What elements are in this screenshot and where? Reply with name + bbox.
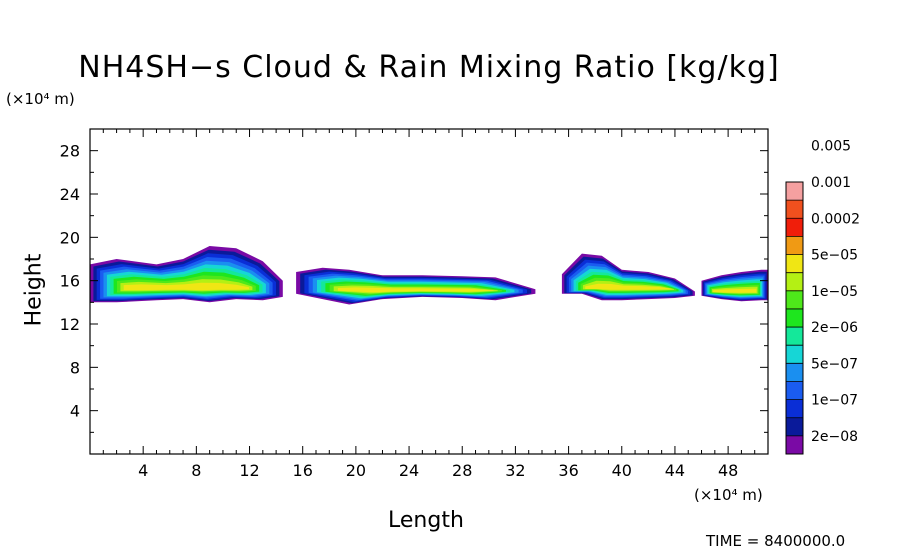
x-unit-label: (×10⁴ m) [694,486,763,504]
x-tick-label: 28 [452,461,472,480]
colorbar-swatch [786,399,803,418]
colorbar-swatch [786,236,803,255]
x-tick-label: 12 [239,461,259,480]
y-unit-label: (×10⁴ m) [6,90,75,108]
colorbar-swatch [786,435,803,454]
colorbar-swatch [786,417,803,436]
cloud-band [337,287,494,293]
cloud-band [123,282,249,291]
x-tick-label: 48 [718,461,738,480]
colorbar-label: 5e−07 [811,356,858,372]
colorbar-label: 0.0002 [811,211,860,227]
colorbar-swatch [786,182,803,201]
x-tick-label: 44 [665,461,685,480]
colorbar-swatch [786,363,803,382]
x-tick-label: 40 [612,461,632,480]
x-tick-label: 24 [399,461,419,480]
colorbar-label: 1e−07 [811,393,858,409]
x-tick-label: 32 [505,461,525,480]
y-tick-label: 24 [60,185,80,204]
cloud-band [585,283,672,290]
colorbar-swatch [786,272,803,291]
y-tick-label: 28 [60,142,80,161]
x-tick-label: 8 [191,461,201,480]
colorbar-swatch [786,308,803,328]
cloud-band [713,288,757,293]
colorbar-label: 0.005 [811,139,851,155]
y-tick-label: 12 [60,315,80,334]
colorbar-swatch [786,200,803,219]
x-tick-label: 36 [558,461,578,480]
colorbar-swatch [786,345,803,364]
colorbar-label: 5e−05 [811,248,858,264]
x-axis-label: Length [388,508,464,533]
y-tick-label: 20 [60,228,80,247]
cloud-field [90,246,768,305]
time-label: TIME = 8400000.0 [706,532,846,550]
colorbar-label: 2e−06 [811,320,858,336]
x-axis: 4 8 12 16 20 24 28 32 36 40 44 48 [102,129,756,480]
colorbar-swatch [786,290,803,309]
plot-frame [89,128,769,455]
y-tick-label: 8 [70,358,80,377]
colorbar: 2e−08 1e−07 5e−07 2e−06 1e−05 5e−05 0.0002 0.00… [785,139,860,455]
colorbar-swatch [786,254,803,273]
colorbar-label: 1e−05 [811,284,858,300]
colorbar-swatch [786,218,803,237]
y-axis: 4 8 12 16 20 24 28 [60,142,768,433]
y-tick-label: 16 [60,272,80,291]
colorbar-swatch [786,381,803,400]
y-axis-label: Height [21,253,47,327]
y-tick-label: 4 [70,402,80,421]
colorbar-label: 2e−08 [811,429,858,445]
colorbar-swatch [786,327,803,346]
x-tick-label: 4 [138,461,148,480]
chart-title: NH4SH−s Cloud & Rain Mixing Ratio [kg/kg… [78,50,780,85]
colorbar-label: 0.001 [811,175,851,191]
x-tick-label: 20 [346,461,366,480]
colorbar-frame [785,181,804,455]
x-tick-label: 16 [293,461,313,480]
